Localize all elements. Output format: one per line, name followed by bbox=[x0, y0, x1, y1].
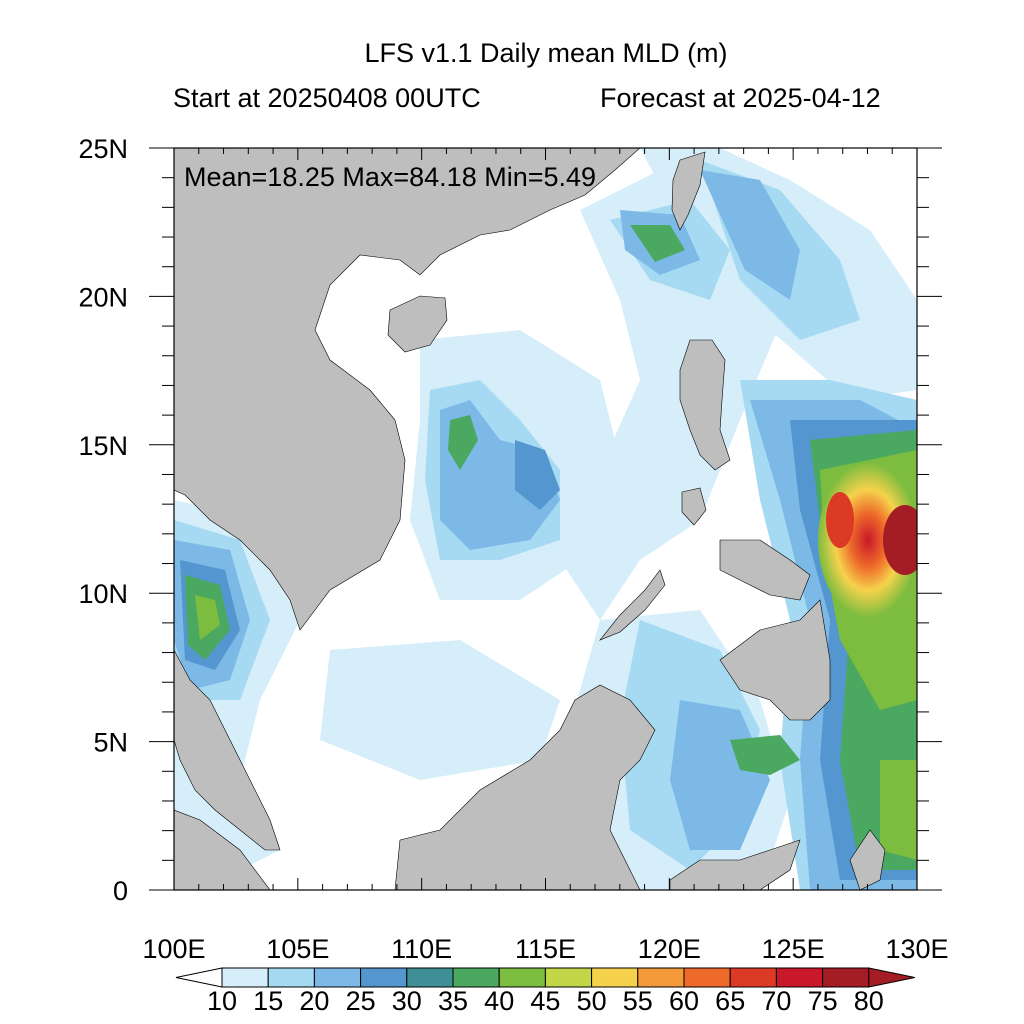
lat-tick-label: 5N bbox=[93, 728, 128, 758]
colorbar-label: 55 bbox=[623, 986, 653, 1016]
lon-tick-label: 130E bbox=[885, 934, 948, 964]
land-halmahera bbox=[849, 829, 886, 890]
colorbar-box bbox=[544, 967, 593, 988]
land-sulawesi bbox=[669, 839, 801, 890]
start-time-label: Start at 20250408 00UTC bbox=[173, 83, 481, 113]
lon-tick-label: 120E bbox=[638, 934, 701, 964]
colorbar-box bbox=[267, 967, 315, 988]
colorbar-label: 60 bbox=[669, 986, 699, 1016]
land-sumatra bbox=[174, 809, 271, 890]
mld-secondary-core bbox=[826, 492, 854, 548]
colorbar-label: 80 bbox=[854, 986, 884, 1016]
colorbar-label: 75 bbox=[808, 986, 838, 1016]
colorbar-box bbox=[591, 967, 639, 988]
colorbar-box bbox=[406, 967, 454, 988]
colorbar-box bbox=[637, 967, 685, 988]
colorbar-label: 20 bbox=[299, 986, 329, 1016]
land-taiwan bbox=[671, 151, 706, 231]
forecast-time-label: Forecast at 2025-04-12 bbox=[600, 83, 881, 113]
land-mindoro bbox=[681, 487, 707, 526]
land-hainan bbox=[387, 295, 448, 353]
lat-tick-label: 0 bbox=[113, 876, 128, 906]
colorbar-label: 15 bbox=[253, 986, 283, 1016]
lat-tick-label: 25N bbox=[78, 134, 128, 164]
colorbar-label: 10 bbox=[207, 986, 237, 1016]
land-borneo bbox=[394, 684, 656, 890]
map-title: LFS v1.1 Daily mean MLD (m) bbox=[364, 38, 728, 68]
colorbar-label: 65 bbox=[715, 986, 745, 1016]
lon-tick-label: 110E bbox=[391, 934, 452, 964]
colorbar-box bbox=[360, 967, 408, 988]
lon-tick-label: 100E bbox=[142, 934, 205, 964]
colorbar-box bbox=[822, 967, 870, 988]
colorbar-box bbox=[221, 967, 269, 988]
lon-tick-label: 105E bbox=[266, 934, 329, 964]
land bbox=[174, 148, 886, 890]
axis-ticks bbox=[149, 147, 942, 891]
colorbar-box bbox=[729, 967, 777, 988]
colorbar-high-triangle bbox=[868, 967, 915, 988]
colorbar-label: 35 bbox=[438, 986, 468, 1016]
colorbar-box bbox=[313, 967, 362, 988]
land-mindanao bbox=[719, 599, 831, 721]
colorbar-box bbox=[775, 967, 824, 988]
lon-tick-label: 115E bbox=[515, 934, 576, 964]
stats-label: Mean=18.25 Max=84.18 Min=5.49 bbox=[184, 162, 597, 192]
colorbar-label: 40 bbox=[484, 986, 514, 1016]
colorbar-box bbox=[683, 967, 731, 988]
colorbar-label: 50 bbox=[577, 986, 607, 1016]
land-malay-peninsula bbox=[174, 649, 281, 851]
colorbar-labels: 10 15 20 25 30 35 40 45 50 55 60 65 70 75 80 bbox=[207, 986, 884, 1016]
colorbar-label: 25 bbox=[346, 986, 376, 1016]
colorbar-label: 45 bbox=[530, 986, 560, 1016]
colorbar bbox=[175, 967, 915, 988]
axis-tick-labels: 100E 105E 110E 115E 120E 125E 130E 0 5N 10N 15N 20N… bbox=[78, 134, 948, 964]
colorbar-label: 30 bbox=[392, 986, 422, 1016]
lon-tick-label: 125E bbox=[762, 934, 825, 964]
lat-tick-label: 10N bbox=[78, 579, 128, 609]
mld-max-core bbox=[883, 505, 917, 575]
land-luzon bbox=[679, 339, 731, 471]
land-visayas bbox=[719, 539, 811, 601]
colorbar-label: 70 bbox=[761, 986, 791, 1016]
colorbar-box bbox=[498, 967, 546, 988]
land-china bbox=[174, 148, 641, 631]
lat-tick-label: 15N bbox=[78, 431, 128, 461]
colorbar-low-triangle bbox=[175, 967, 223, 988]
lat-tick-label: 20N bbox=[78, 282, 128, 312]
land-palawan bbox=[599, 569, 666, 641]
colorbar-box bbox=[452, 967, 500, 988]
map-field bbox=[174, 148, 917, 890]
